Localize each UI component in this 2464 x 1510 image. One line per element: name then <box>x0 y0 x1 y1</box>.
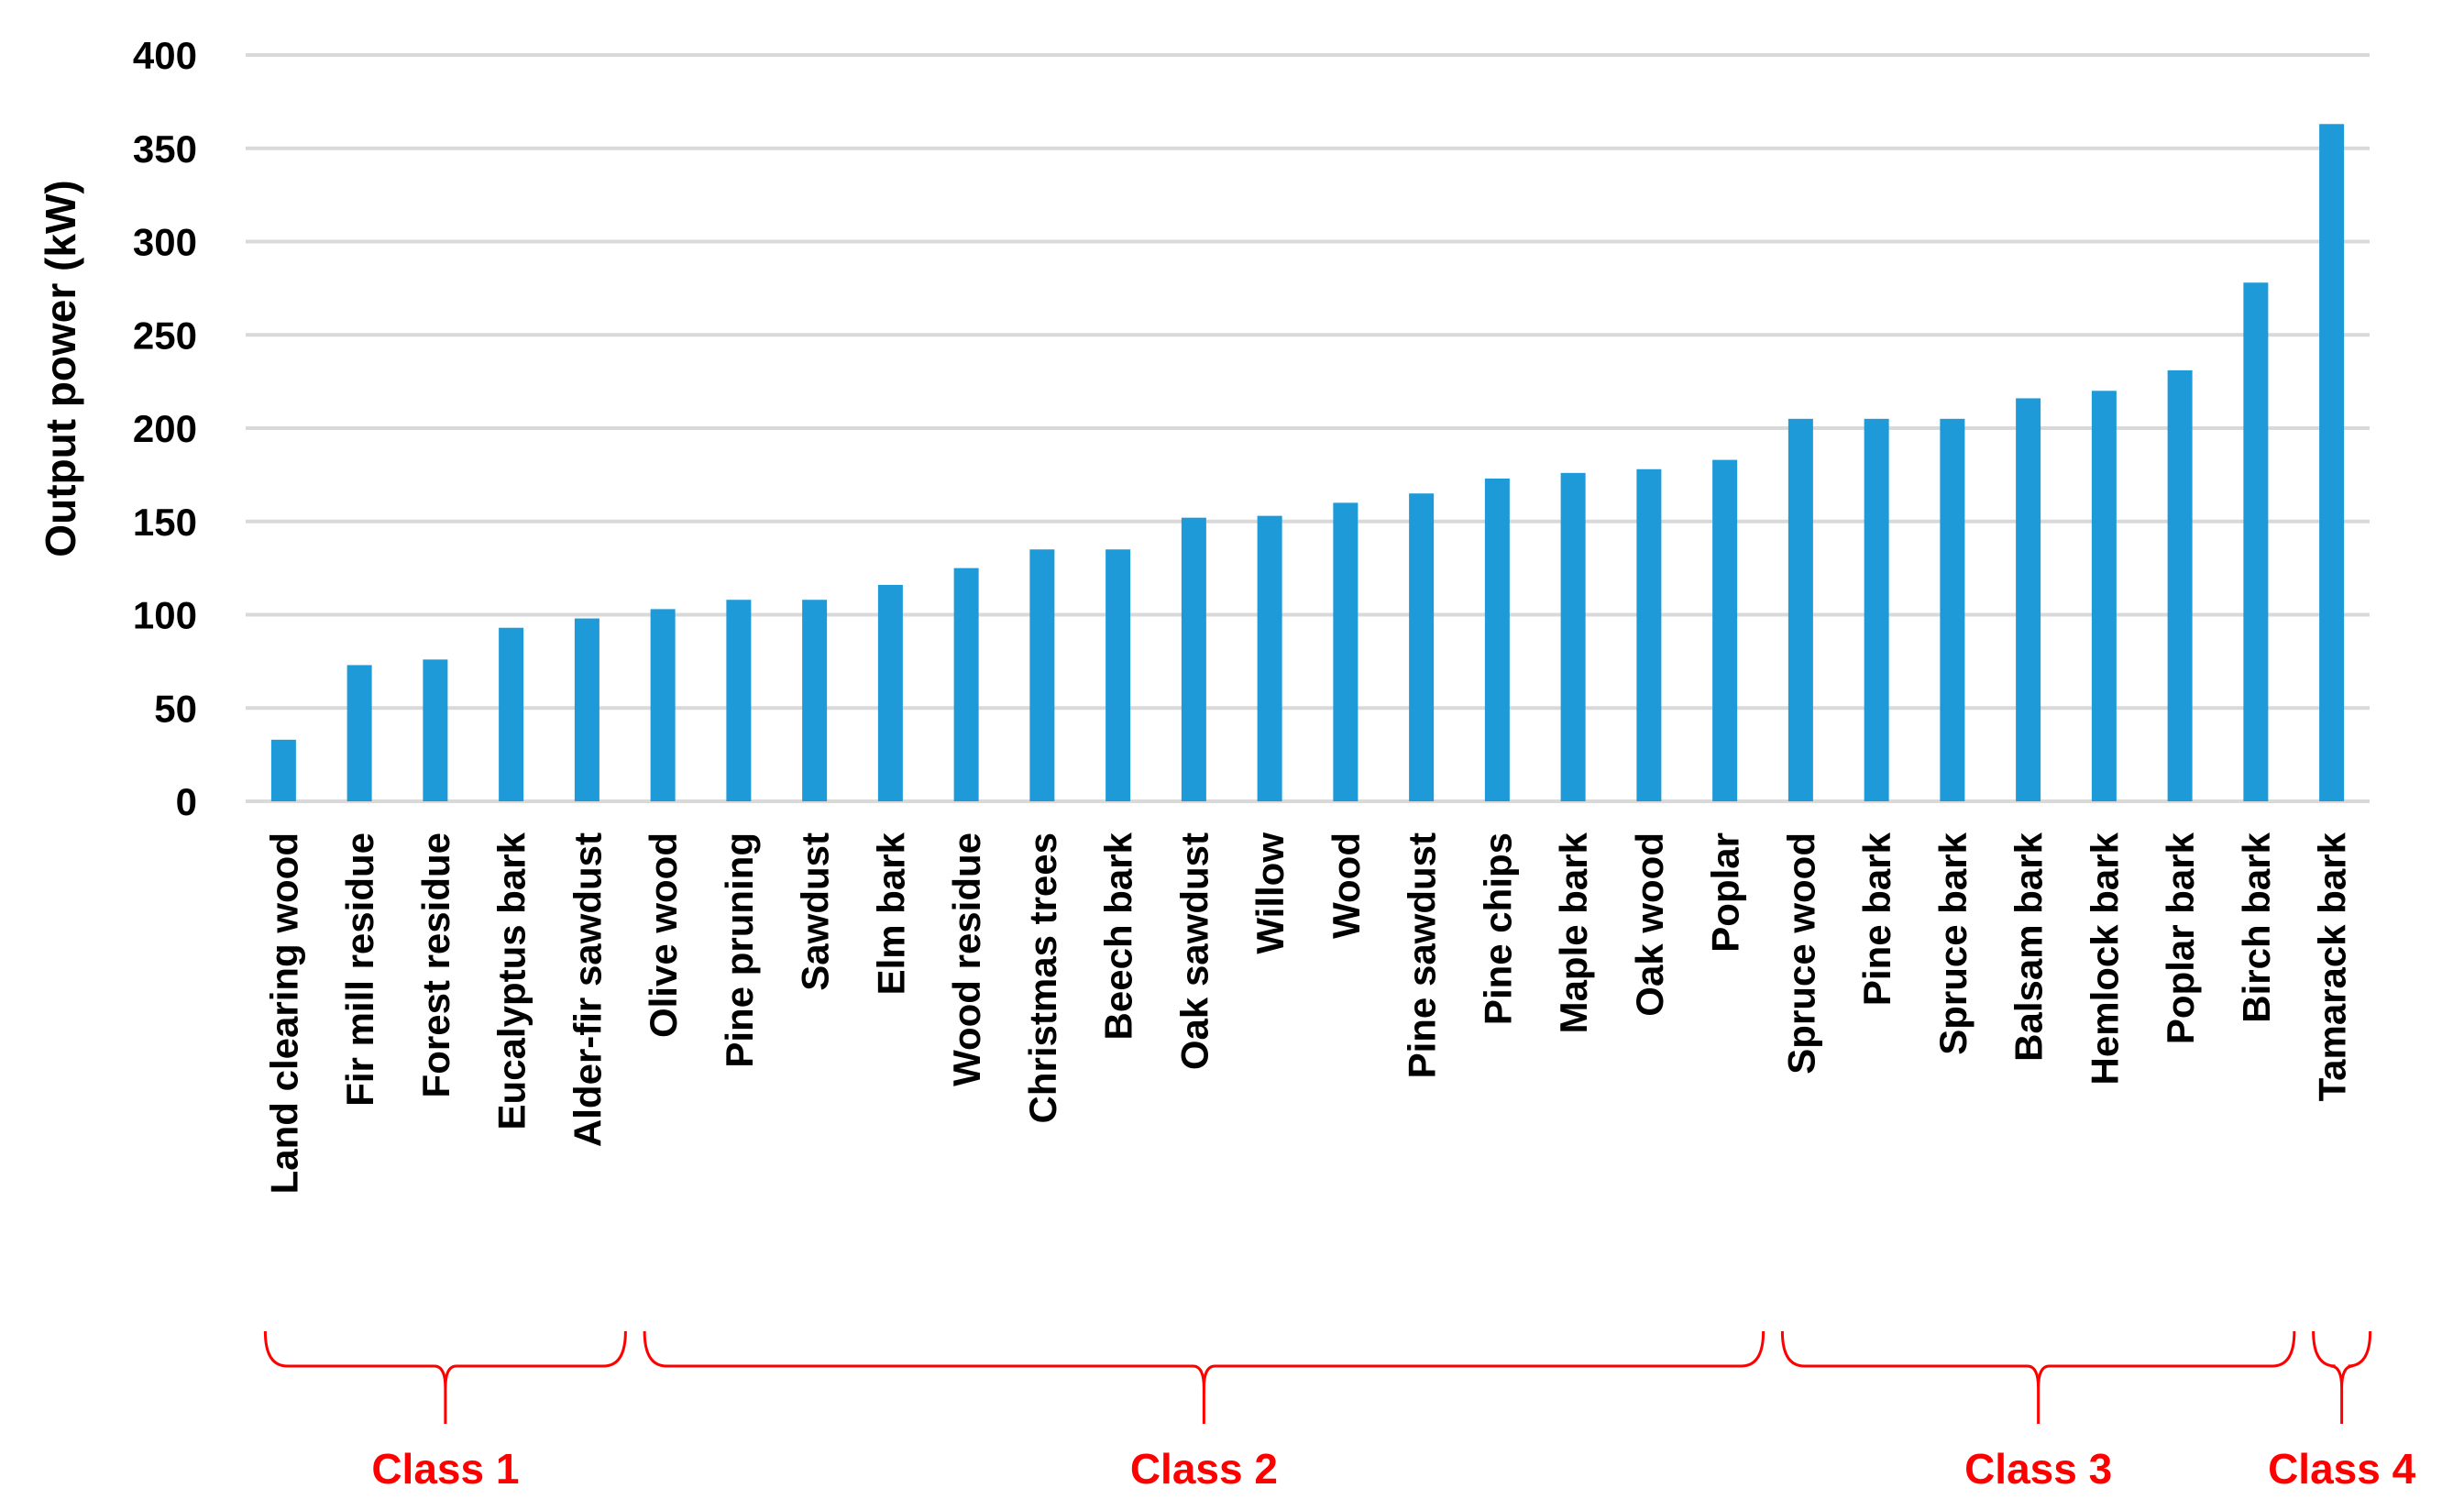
x-tick-label: Pine pruning <box>718 832 761 1068</box>
class-label: Class 3 <box>1964 1445 2112 1493</box>
bar <box>953 568 979 801</box>
class-label: Class 2 <box>1130 1445 1278 1493</box>
bar <box>1333 502 1358 801</box>
x-tick-label: Forest residue <box>414 832 457 1097</box>
bar <box>1029 549 1055 801</box>
bar <box>270 739 296 801</box>
bar <box>574 618 600 801</box>
x-tick-label: Christmas trees <box>1021 832 1064 1123</box>
bar <box>1788 418 1813 801</box>
bars <box>270 124 2345 802</box>
class-groups: Class 1 Class 2 Class 3 Class 4 <box>263 1330 2416 1493</box>
x-axis-ticks: Land clearing wood Fir mill residue Forest… <box>262 832 2353 1194</box>
y-tick-label: 250 <box>133 314 197 357</box>
x-tick-label: Olive wood <box>642 832 685 1038</box>
x-tick-label: Pine sawdust <box>1401 832 1444 1078</box>
bar <box>2243 282 2269 801</box>
bar <box>1864 418 1889 801</box>
y-tick-label: 100 <box>133 594 197 637</box>
x-tick-label: Poplar <box>1704 832 1747 953</box>
x-tick-label: Oak wood <box>1628 832 1671 1017</box>
x-tick-label: Alder-fir sawdust <box>566 832 609 1147</box>
y-tick-label: 200 <box>133 407 197 450</box>
x-tick-label: Land clearing wood <box>262 832 305 1194</box>
x-tick-label: Oak sawdust <box>1172 832 1216 1070</box>
x-tick-label: Maple bark <box>1552 832 1595 1033</box>
bar <box>1257 515 1282 801</box>
bar <box>423 659 448 801</box>
bar <box>346 665 372 801</box>
y-tick-label: 350 <box>133 127 197 171</box>
x-tick-label: Willow <box>1248 832 1292 954</box>
bar <box>726 600 752 801</box>
class-label: Class 1 <box>371 1445 519 1493</box>
x-tick-label: Pine bark <box>1855 832 1898 1006</box>
bar <box>877 584 903 801</box>
bar <box>1712 459 1738 801</box>
bar <box>1106 549 1131 801</box>
bar <box>499 627 524 801</box>
x-tick-label: Elm bark <box>869 832 912 995</box>
bar <box>802 600 828 801</box>
bar <box>1484 478 1510 801</box>
y-tick-label: 150 <box>133 501 197 544</box>
x-tick-label: Wood residue <box>945 832 988 1086</box>
bar <box>2016 398 2041 801</box>
y-tick-label: 400 <box>133 34 197 77</box>
bar <box>2167 369 2193 801</box>
bar <box>1409 493 1435 801</box>
x-tick-label: Spruce bark <box>1931 832 1974 1054</box>
bar <box>650 609 676 801</box>
bar <box>1181 517 1206 801</box>
class-bracket <box>263 1330 627 1424</box>
bar <box>1560 472 1586 801</box>
bar <box>2319 124 2345 802</box>
x-tick-label: Hemlock bark <box>2083 832 2126 1085</box>
y-tick-label: 50 <box>154 687 197 730</box>
x-tick-label: Sawdust <box>794 832 837 991</box>
x-tick-label: Spruce wood <box>1779 832 1822 1075</box>
y-axis-ticks: 0 50 100 150 200 250 300 350 400 <box>133 34 197 823</box>
x-tick-label: Poplar bark <box>2159 832 2202 1044</box>
x-tick-label: Fir mill residue <box>338 832 381 1107</box>
y-tick-label: 0 <box>176 780 197 823</box>
y-tick-label: 300 <box>133 221 197 264</box>
class-bracket <box>2312 1330 2372 1424</box>
gridlines <box>246 53 2370 803</box>
class-label: Class 4 <box>2268 1445 2416 1493</box>
x-tick-label: Eucalyptus bark <box>490 832 534 1130</box>
bar <box>1636 468 1662 801</box>
bar <box>1940 418 1965 801</box>
x-tick-label: Tamarack bark <box>2311 832 2354 1101</box>
x-tick-label: Wood <box>1325 832 1368 939</box>
x-tick-label: Birch bark <box>2235 832 2278 1022</box>
x-tick-label: Pine chips <box>1476 832 1519 1025</box>
x-tick-label: Balsam bark <box>2008 832 2051 1061</box>
y-axis-label: Output power (kW) <box>37 180 84 557</box>
class-bracket <box>1780 1330 2296 1424</box>
x-tick-label: Beech bark <box>1097 832 1140 1040</box>
class-bracket <box>643 1330 1766 1424</box>
bar <box>2091 391 2117 801</box>
